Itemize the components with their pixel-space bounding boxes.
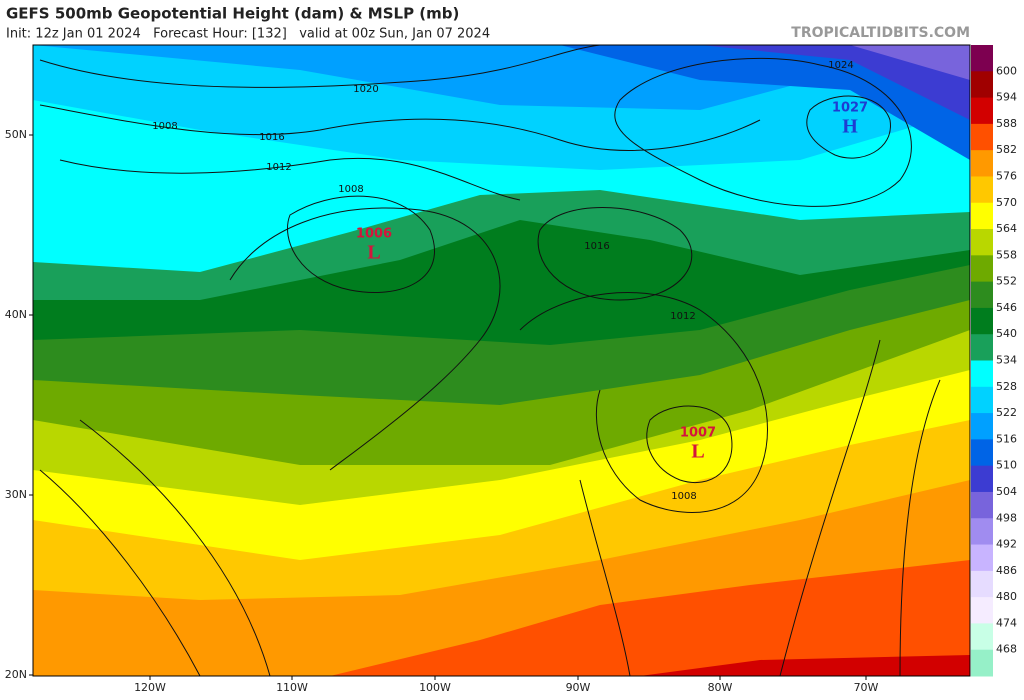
contour-label: 1012 (670, 311, 695, 322)
colorbar-segment (971, 439, 993, 467)
colorbar-segment (971, 202, 993, 230)
colorbar-label: 528 (996, 380, 1017, 393)
colorbar-label: 540 (996, 327, 1017, 340)
watermark: TROPICALTIDBITS.COM (791, 25, 970, 41)
colorbar-segment (971, 491, 993, 519)
colorbar-label: 474 (996, 616, 1017, 629)
center-pressure: 1027 (832, 101, 868, 116)
colorbar-segment (971, 229, 993, 256)
colorbar-label: 468 (996, 643, 1017, 656)
isobar (229, 207, 501, 471)
colorbar-segment (971, 97, 993, 125)
contour-label: 1016 (584, 241, 609, 252)
colorbar-segment (971, 45, 993, 72)
colorbar-segment (971, 597, 993, 624)
center-pressure: 1006 (356, 227, 392, 242)
colorbar-segment (971, 71, 993, 99)
colorbar-segment (971, 255, 993, 283)
isobar (537, 207, 693, 301)
colorbar-segment (971, 307, 993, 335)
lat-label: 50N (5, 128, 27, 141)
lat-label: 40N (5, 308, 27, 321)
center-letter: L (367, 242, 380, 264)
lon-label: 80W (708, 681, 733, 694)
colorbar-segment (971, 649, 993, 677)
colorbar-segment (971, 413, 993, 440)
lon-label: 90W (566, 681, 591, 694)
colorbar-segment (971, 150, 993, 177)
colorbar-label: 492 (996, 538, 1017, 551)
map-frame (32, 44, 971, 677)
lat-label: 20N (5, 668, 27, 681)
height-band (33, 45, 970, 80)
lon-label: 100W (419, 681, 451, 694)
colorbar-label: 516 (996, 432, 1017, 445)
isobar (899, 379, 941, 677)
colorbar-label: 564 (996, 222, 1017, 235)
colorbar-label: 504 (996, 485, 1017, 498)
colorbar-label: 546 (996, 301, 1017, 314)
height-band (33, 45, 970, 160)
contour-label: 1020 (353, 84, 378, 95)
subtitle: Init: 12z Jan 01 2024 Forecast Hour: [13… (6, 27, 490, 42)
colorbar-label: 582 (996, 143, 1017, 156)
isobar (39, 44, 601, 88)
colorbar-label: 480 (996, 590, 1017, 603)
isobar (646, 405, 733, 484)
isobar (779, 339, 881, 677)
lon-label: 110W (276, 681, 308, 694)
lon-label: 120W (134, 681, 166, 694)
isobars (39, 44, 941, 677)
colorbar-segment (971, 386, 993, 414)
contour-label: 1008 (338, 184, 363, 195)
title: GEFS 500mb Geopotential Height (dam) & M… (6, 5, 459, 23)
colorbar-label: 552 (996, 275, 1017, 288)
colorbar-segment (971, 570, 993, 598)
center-letter: L (691, 441, 704, 463)
colorbar-label: 486 (996, 564, 1017, 577)
lat-label: 30N (5, 488, 27, 501)
colorbar-label: 510 (996, 459, 1017, 472)
colorbar-label: 558 (996, 248, 1017, 261)
isobar (79, 419, 271, 677)
colorbar-label: 522 (996, 406, 1017, 419)
colorbar-segment (971, 544, 993, 572)
contour-label: 1012 (266, 162, 291, 173)
isobar (59, 157, 521, 201)
isobar (806, 95, 891, 159)
isobar (579, 479, 631, 677)
colorbar-label: 600 (996, 64, 1017, 77)
isobar (39, 469, 201, 677)
colorbar-segment (971, 281, 993, 309)
colorbar-label: 570 (996, 196, 1017, 209)
center-pressure: 1007 (680, 426, 716, 441)
contour-label: 1008 (152, 121, 177, 132)
contour-label: 1008 (671, 491, 696, 502)
isobar (614, 57, 912, 207)
height-bands (33, 45, 970, 676)
colorbar-segment (971, 623, 993, 651)
contour-label: 1016 (259, 132, 284, 143)
colorbar-label: 588 (996, 117, 1017, 130)
center-letter: H (842, 116, 858, 138)
colorbar-segment (971, 518, 993, 546)
isobar (39, 104, 761, 151)
contour-label: 1024 (828, 60, 853, 71)
colorbar-segment (971, 123, 993, 151)
colorbar-label: 594 (996, 91, 1017, 104)
colorbar-segment (971, 334, 993, 361)
colorbar-label: 498 (996, 511, 1017, 524)
colorbar-segment (971, 176, 993, 204)
lon-label: 70W (854, 681, 879, 694)
colorbar-label: 534 (996, 354, 1017, 367)
colorbar-segment (971, 360, 993, 388)
colorbar-segment (971, 465, 993, 493)
isobar (519, 292, 768, 513)
colorbar-label: 576 (996, 169, 1017, 182)
isobar (287, 195, 436, 293)
